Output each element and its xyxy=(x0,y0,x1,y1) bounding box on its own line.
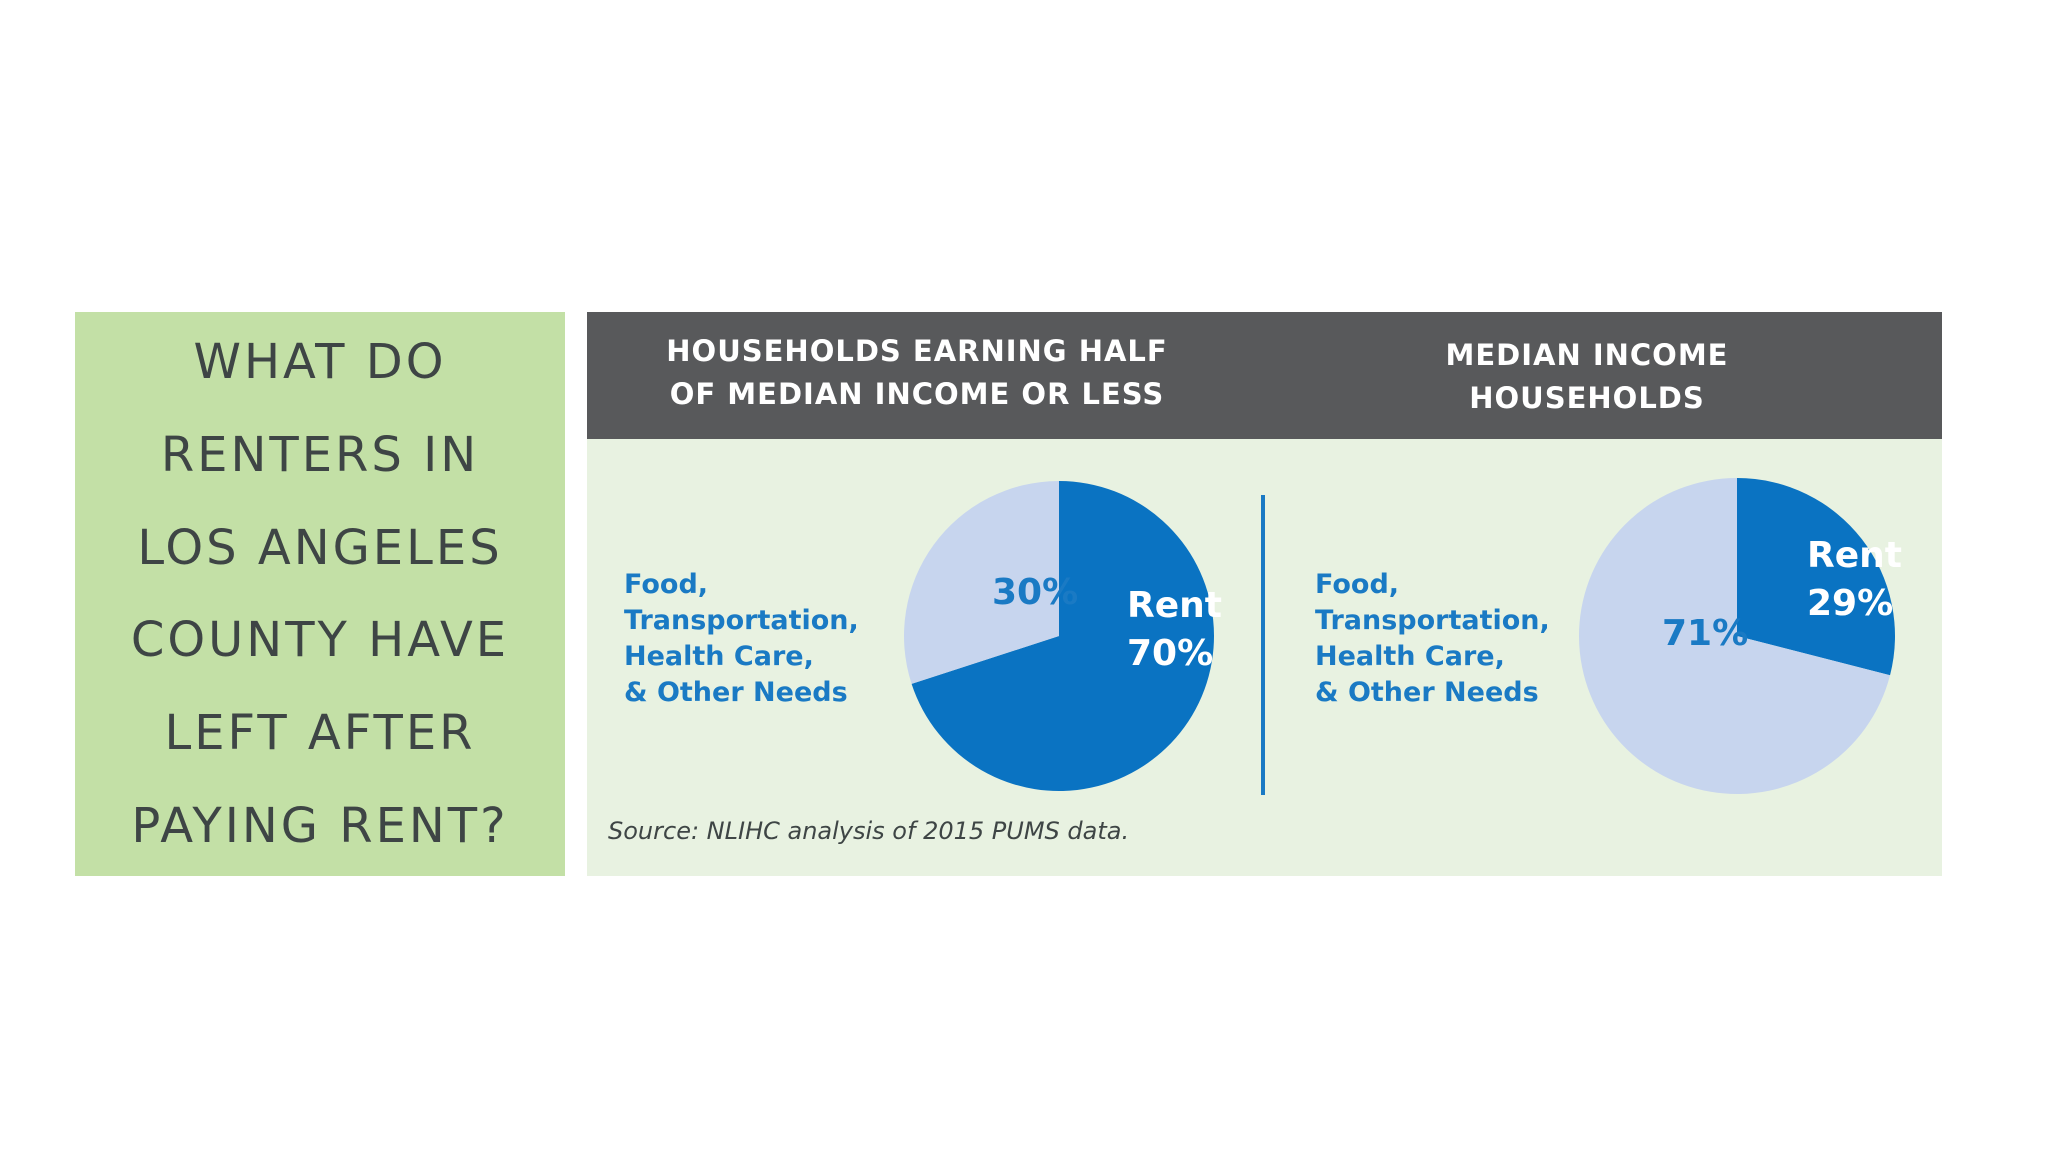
pie-label-rent-value: 70% xyxy=(1127,633,1213,674)
chart-panel: HOUSEHOLDS EARNING HALF OF MEDIAN INCOME… xyxy=(587,312,1942,876)
pie-slice-rent xyxy=(1737,478,1895,676)
other-needs-label-low-income: Food, Transportation, Health Care, & Oth… xyxy=(624,567,859,711)
chart-title-low-income: HOUSEHOLDS EARNING HALF OF MEDIAN INCOME… xyxy=(587,330,1247,416)
side-label-line: & Other Needs xyxy=(1315,677,1539,708)
panel-divider xyxy=(1261,495,1265,795)
pie-label-rent-name: Rent xyxy=(1807,535,1902,576)
side-label-line: Food, xyxy=(624,569,709,600)
question-line: PAYING RENT? xyxy=(131,797,509,854)
question-line: WHAT DO xyxy=(193,334,447,390)
side-label-line: Transportation, xyxy=(1315,605,1550,636)
pie-label-other-needs-value: 30% xyxy=(992,572,1078,613)
question-box: WHAT DO RENTERS IN LOS ANGELES COUNTY HA… xyxy=(75,312,565,876)
chart-title-line: HOUSEHOLDS xyxy=(1469,381,1705,415)
question-line: LOS ANGELES xyxy=(137,519,503,576)
pie-label-rent-value: 29% xyxy=(1807,583,1893,624)
question-line: LEFT AFTER xyxy=(164,705,476,762)
pie-slice-other-needs xyxy=(1579,478,1891,794)
side-label-line: Health Care, xyxy=(624,641,814,672)
pie-label-other-needs-value: 71% xyxy=(1662,613,1748,654)
pie-label-rent-name: Rent xyxy=(1127,585,1222,626)
other-needs-label-median-income: Food, Transportation, Health Care, & Oth… xyxy=(1315,567,1550,711)
chart-title-median-income: MEDIAN INCOME HOUSEHOLDS xyxy=(1267,334,1907,420)
source-note: Source: NLIHC analysis of 2015 PUMS data… xyxy=(608,817,1130,845)
pie-charts: Rent 70% 30% Rent 29% 71% xyxy=(904,478,1902,794)
question-line: COUNTY HAVE xyxy=(130,612,510,669)
side-label-line: & Other Needs xyxy=(624,677,848,708)
side-label-line: Food, xyxy=(1315,569,1400,600)
panel-header: HOUSEHOLDS EARNING HALF OF MEDIAN INCOME… xyxy=(587,312,1942,439)
chart-title-line: OF MEDIAN INCOME OR LESS xyxy=(669,377,1165,411)
pie-slice-other-needs xyxy=(904,481,1059,684)
side-label-line: Health Care, xyxy=(1315,641,1505,672)
side-label-line: Transportation, xyxy=(624,605,859,636)
chart-title-line: HOUSEHOLDS EARNING HALF xyxy=(666,334,1168,368)
pie-slice-rent xyxy=(911,481,1214,791)
chart-title-line: MEDIAN INCOME xyxy=(1445,338,1729,372)
question-line: RENTERS IN xyxy=(160,426,480,483)
